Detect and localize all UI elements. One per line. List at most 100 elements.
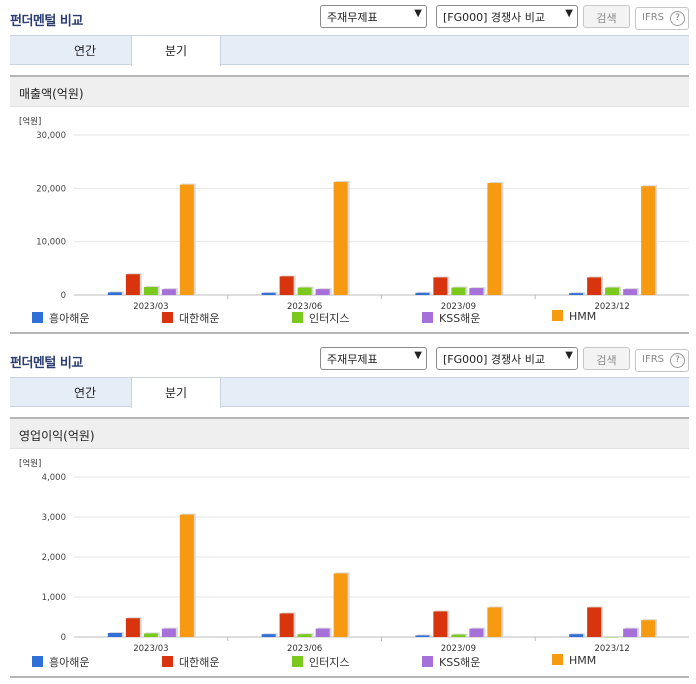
bar-흥아해운 bbox=[261, 634, 276, 637]
legend-item[interactable]: HMM bbox=[552, 310, 596, 323]
question-icon: ? bbox=[670, 353, 685, 368]
x-tick-label: 2023/03 bbox=[133, 644, 168, 651]
legend-item[interactable]: 대한해운 bbox=[162, 310, 219, 326]
bar-KSS해운 bbox=[469, 288, 484, 295]
revenue-chart: [억원] 0 10,000 20,000 30,000 2023/03 2023/06 202… bbox=[19, 116, 689, 309]
legend-label: 인터지스 bbox=[309, 656, 350, 669]
bar-흥아해운 bbox=[415, 635, 430, 637]
chart-legend: 흥아해운 대한해운 인터지스 KSS해운 HMM bbox=[10, 654, 689, 674]
bar-KSS해운 bbox=[623, 628, 638, 637]
legend-label: HMM bbox=[569, 310, 597, 323]
period-tabs: 연간 분기 bbox=[10, 35, 689, 66]
statement-type-select[interactable]: 주재무제표 ▼ bbox=[320, 5, 427, 28]
question-icon: ? bbox=[670, 11, 685, 26]
tab-quarterly[interactable]: 분기 bbox=[131, 36, 221, 66]
y-tick-label: 30,000 bbox=[36, 131, 66, 141]
revenue-chart-box: 매출액(억원) [억원] 0 10,000 20,000 30,000 2023/03 20… bbox=[10, 75, 689, 334]
tab-annual[interactable]: 연간 bbox=[73, 386, 97, 400]
bar-인터지스 bbox=[143, 287, 158, 295]
y-axis-unit-label: [억원] bbox=[19, 458, 41, 469]
legend-swatch bbox=[162, 312, 173, 323]
legend-swatch bbox=[422, 312, 433, 323]
bar-KSS해운 bbox=[315, 628, 330, 637]
legend-item[interactable]: 인터지스 bbox=[292, 654, 349, 670]
legend-item[interactable]: 흥아해운 bbox=[32, 310, 89, 326]
legend-item[interactable]: KSS해운 bbox=[422, 310, 480, 326]
peer-group-value: [FG000] 경쟁사 비교 bbox=[443, 11, 546, 24]
bar-인터지스 bbox=[297, 287, 312, 295]
y-tick-label: 3,000 bbox=[42, 513, 66, 523]
bar-KSS해운 bbox=[161, 289, 176, 295]
legend-item[interactable]: HMM bbox=[552, 654, 596, 667]
search-button[interactable]: 검색 bbox=[583, 5, 630, 28]
tab-quarterly[interactable]: 분기 bbox=[131, 378, 221, 408]
bar-대한해운 bbox=[587, 277, 602, 295]
bar-인터지스 bbox=[451, 634, 466, 637]
x-tick-label: 2023/09 bbox=[441, 302, 476, 309]
chevron-down-icon: ▼ bbox=[565, 350, 573, 361]
x-tick-label: 2023/09 bbox=[441, 644, 476, 651]
statement-type-value: 주재무제표 bbox=[327, 11, 378, 24]
statement-type-select[interactable]: 주재무제표 ▼ bbox=[320, 347, 427, 370]
x-tick-label: 2023/06 bbox=[287, 302, 322, 309]
y-axis-unit-label: [억원] bbox=[19, 116, 41, 127]
bar-HMM bbox=[333, 573, 348, 637]
legend-swatch bbox=[552, 654, 563, 665]
x-tick-label: 2023/06 bbox=[287, 644, 322, 651]
y-tick-label: 10,000 bbox=[36, 238, 66, 248]
section-title: 펀더멘털 비교 bbox=[10, 14, 83, 29]
y-tick-label: 0 bbox=[61, 633, 66, 643]
bar-HMM bbox=[641, 620, 656, 637]
bar-HMM bbox=[179, 514, 194, 637]
legend-item[interactable]: 흥아해운 bbox=[32, 654, 89, 670]
ifrs-help-button[interactable]: IFRS ? bbox=[635, 349, 689, 372]
x-tick-label: 2023/12 bbox=[594, 302, 629, 309]
chevron-down-icon: ▼ bbox=[414, 350, 422, 361]
bar-KSS해운 bbox=[623, 289, 638, 295]
x-tick-label: 2023/12 bbox=[594, 644, 629, 651]
bar-인터지스 bbox=[605, 637, 620, 638]
legend-swatch bbox=[422, 656, 433, 667]
legend-swatch bbox=[292, 656, 303, 667]
bar-흥아해운 bbox=[569, 634, 584, 637]
bar-HMM bbox=[487, 607, 502, 637]
period-tabs: 연간 분기 bbox=[10, 377, 689, 408]
legend-label: 흥아해운 bbox=[49, 656, 90, 669]
statement-type-value: 주재무제표 bbox=[327, 353, 378, 366]
bar-대한해운 bbox=[433, 277, 448, 295]
search-button[interactable]: 검색 bbox=[583, 347, 630, 370]
legend-label: 인터지스 bbox=[309, 312, 350, 325]
ifrs-help-button[interactable]: IFRS ? bbox=[635, 7, 689, 30]
bar-KSS해운 bbox=[469, 628, 484, 637]
bar-흥아해운 bbox=[569, 293, 584, 295]
bar-HMM bbox=[333, 181, 348, 295]
bar-대한해운 bbox=[125, 274, 140, 295]
chevron-down-icon: ▼ bbox=[565, 8, 573, 19]
ifrs-label: IFRS bbox=[642, 12, 664, 23]
y-tick-label: 1,000 bbox=[42, 593, 66, 603]
y-tick-label: 4,000 bbox=[42, 473, 66, 483]
bar-인터지스 bbox=[451, 287, 466, 295]
legend-item[interactable]: KSS해운 bbox=[422, 654, 480, 670]
legend-item[interactable]: 인터지스 bbox=[292, 310, 349, 326]
peer-group-value: [FG000] 경쟁사 비교 bbox=[443, 353, 546, 366]
peer-group-select[interactable]: [FG000] 경쟁사 비교 ▼ bbox=[436, 5, 578, 28]
bar-HMM bbox=[179, 184, 194, 295]
chevron-down-icon: ▼ bbox=[414, 8, 422, 19]
peer-group-select[interactable]: [FG000] 경쟁사 비교 ▼ bbox=[436, 347, 578, 370]
legend-item[interactable]: 대한해운 bbox=[162, 654, 219, 670]
y-tick-label: 2,000 bbox=[42, 553, 66, 563]
operating-income-chart: [억원] 0 1,000 2,000 3,000 4,000 2023/03 2023/06 2… bbox=[19, 458, 689, 651]
fundamental-compare-section-revenue: 펀더멘털 비교 주재무제표 ▼ [FG000] 경쟁사 비교 ▼ 검색 IFRS… bbox=[0, 0, 696, 334]
legend-label: KSS해운 bbox=[439, 312, 481, 325]
bar-흥아해운 bbox=[415, 292, 430, 295]
bar-HMM bbox=[487, 183, 502, 295]
bar-shadow bbox=[607, 636, 622, 638]
section-header: 펀더멘털 비교 주재무제표 ▼ [FG000] 경쟁사 비교 ▼ 검색 IFRS… bbox=[0, 342, 696, 376]
y-tick-label: 20,000 bbox=[36, 184, 66, 194]
bar-흥아해운 bbox=[107, 292, 122, 295]
section-header: 펀더멘털 비교 주재무제표 ▼ [FG000] 경쟁사 비교 ▼ 검색 IFRS… bbox=[0, 0, 696, 34]
legend-swatch bbox=[292, 312, 303, 323]
tab-annual[interactable]: 연간 bbox=[73, 44, 97, 58]
legend-swatch bbox=[32, 656, 43, 667]
